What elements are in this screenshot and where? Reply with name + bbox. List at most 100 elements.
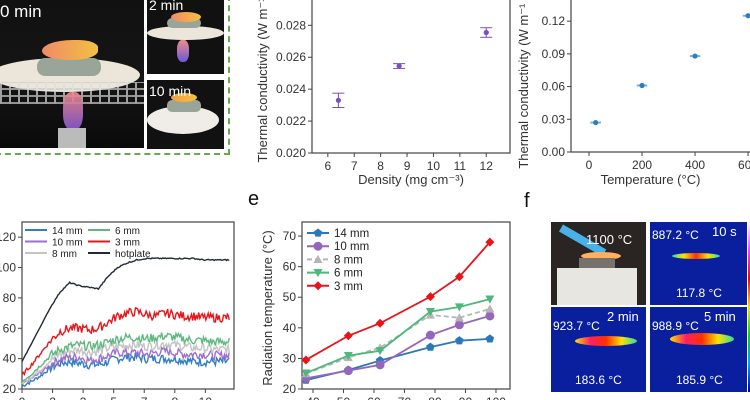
legend-label: 14 mm <box>52 226 83 237</box>
x-tick-label: 90 <box>459 395 473 400</box>
y-tick-label: 120 <box>0 230 16 244</box>
y-tick-label: 0.024 <box>276 82 306 96</box>
photo-label: 10 min <box>149 83 192 99</box>
data-point <box>375 347 385 356</box>
panel-label-e: e <box>248 188 260 210</box>
data-point <box>301 369 311 378</box>
sample <box>579 258 615 270</box>
color-scale-bar <box>748 222 750 392</box>
flame <box>63 92 83 130</box>
series-line <box>21 307 230 377</box>
y-tick-label: 0.00 <box>542 145 566 159</box>
min-temp: 183.6 °C <box>575 373 622 387</box>
x-tick-label: 400 <box>685 158 705 172</box>
data-point <box>335 97 341 103</box>
data-point <box>692 53 698 59</box>
legend-label: 6 mm <box>115 226 140 237</box>
y-axis-label: Radiation temperature (°C) <box>260 230 275 386</box>
data-point <box>396 63 402 69</box>
x-tick-label: 11 <box>454 159 467 173</box>
series-line <box>21 257 230 362</box>
legend-marker <box>313 254 323 263</box>
plot-frame <box>301 221 511 390</box>
y-tick-label: 0.022 <box>276 114 306 128</box>
time-label: 5 min <box>704 309 736 324</box>
y-tick-label: 50 <box>283 290 297 304</box>
y-tick-label: 60 <box>3 321 17 335</box>
y-tick-label: 60 <box>283 260 297 274</box>
torch-photo: 1100 °C <box>551 222 646 305</box>
petal <box>171 12 201 22</box>
x-tick-label: 10 <box>199 395 213 400</box>
y-tick-label: 70 <box>283 229 297 243</box>
data-point <box>375 360 385 370</box>
photo-10-min: 10 min <box>147 80 224 149</box>
max-temp: 887.2 °C <box>652 228 699 242</box>
photo-label: 0 min <box>0 2 42 21</box>
time-label: 2 min <box>607 309 639 324</box>
x-tick-label: 600 <box>738 158 750 172</box>
petal <box>171 93 197 102</box>
legend-marker <box>313 228 323 237</box>
x-tick-label: 9 <box>404 159 411 173</box>
min-temp: 117.8 °C <box>676 286 722 300</box>
x-tick-label: 70 <box>398 395 412 400</box>
hot-spot <box>672 253 720 259</box>
data-point <box>425 330 435 340</box>
x-tick-label: 6 <box>324 159 331 173</box>
series-line <box>305 298 491 374</box>
flame <box>177 40 189 62</box>
x-tick-label: 60 <box>367 395 381 400</box>
data-point <box>485 304 495 313</box>
x-axis-label: Density (mg cm⁻³) <box>358 172 464 187</box>
data-point <box>745 13 750 19</box>
chart-radiation: 40 50 60 70 80 90 100 20 30 40 50 60 70 Radiation tem… <box>260 221 511 400</box>
legend-label: 3 mm <box>115 238 140 249</box>
burner <box>58 128 86 148</box>
legend-label: 14 mm <box>334 228 369 240</box>
data-point <box>485 295 495 304</box>
photo-0-min: 0 min <box>0 0 144 148</box>
legend-marker <box>313 281 323 291</box>
x-tick-label: 3 <box>80 395 87 400</box>
x-tick-label: 8 <box>377 159 384 173</box>
y-tick-label: 80 <box>3 291 17 305</box>
legend-label: 10 mm <box>52 238 83 249</box>
hot-spot <box>575 336 637 346</box>
plot-frame <box>311 0 511 154</box>
hot-spot <box>670 333 734 345</box>
y-axis-label: Thermal conductivity (W m⁻¹ K <box>516 0 531 169</box>
x-tick-label: 5 <box>110 395 117 400</box>
chart-temperature: 0 200 400 600 0.00 0.03 0.06 0.09 0.12 Temperatur… <box>516 0 750 187</box>
plot-frame <box>570 0 750 153</box>
y-tick-label: 0.020 <box>276 146 306 160</box>
data-point <box>454 303 464 312</box>
y-tick-label: 30 <box>283 351 297 365</box>
sample-block <box>167 100 201 112</box>
legend-label: 8 mm <box>334 254 363 266</box>
thermal-image-2min: 923.7 °C 2 min 183.6 °C <box>551 307 646 392</box>
data-point <box>485 237 495 247</box>
y-tick-label: 0.12 <box>542 14 566 28</box>
x-axis-label: Temperature (°C) <box>601 172 701 187</box>
data-point <box>483 29 489 36</box>
x-tick-label: 200 <box>632 158 652 172</box>
petal <box>42 40 98 60</box>
series-line <box>21 331 230 383</box>
panel-label-f: f <box>524 190 530 212</box>
sample-block <box>167 18 201 28</box>
y-axis-label: Thermal conductivity (W m⁻¹ <box>255 0 270 163</box>
min-temp: 185.9 °C <box>676 373 723 387</box>
data-point <box>343 352 353 361</box>
time-label: 10 s <box>712 224 737 239</box>
x-tick-label: 2 <box>49 395 56 400</box>
data-point <box>301 355 311 365</box>
max-temp: 923.7 °C <box>553 319 600 333</box>
series-line <box>21 345 230 385</box>
y-tick-label: 0.03 <box>542 112 566 126</box>
legend-marker <box>313 269 323 278</box>
y-tick-label: 100 <box>0 261 16 275</box>
legend-marker <box>313 241 323 251</box>
